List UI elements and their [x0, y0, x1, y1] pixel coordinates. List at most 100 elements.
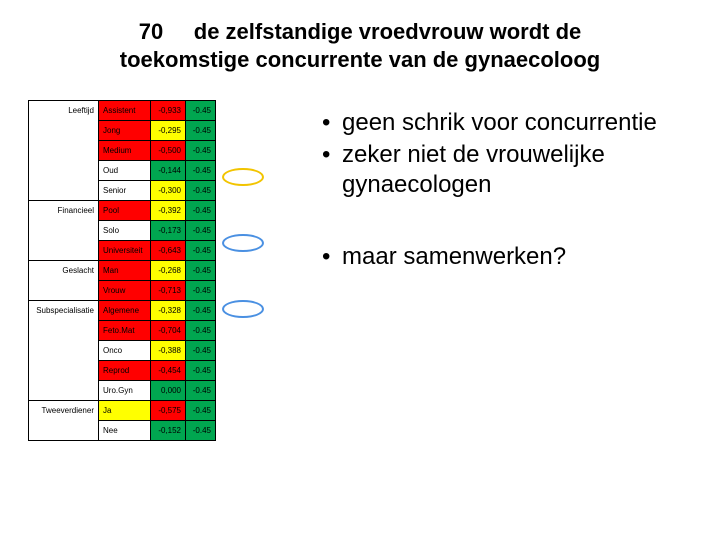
value2-cell: -0.45 [186, 121, 216, 141]
value1-cell: -0,575 [151, 401, 186, 421]
category-cell: Geslacht [29, 261, 99, 281]
slide-title: 70 de zelfstandige vroedvrouw wordt de t… [0, 18, 720, 73]
data-table: LeeftijdAssistent-0,933-0.45Jong-0,295-0… [28, 100, 216, 441]
bullet-item: geen schrik voor concurrentie [320, 108, 690, 138]
category-cell: Leeftijd [29, 101, 99, 121]
value2-cell: -0.45 [186, 241, 216, 261]
value2-cell: -0.45 [186, 301, 216, 321]
bullet-item: zeker niet de vrouwelijke gynaecologen [320, 140, 690, 200]
table-row: Vrouw-0,713-0.45 [29, 281, 216, 301]
label-cell: Vrouw [99, 281, 151, 301]
category-cell [29, 161, 99, 181]
category-cell [29, 361, 99, 381]
label-cell: Uro.Gyn [99, 381, 151, 401]
bullet-group-2: maar samenwerken? [320, 242, 690, 272]
callout-oval [222, 168, 264, 186]
table-row: Oud-0,144-0.45 [29, 161, 216, 181]
label-cell: Jong [99, 121, 151, 141]
callout-oval [222, 234, 264, 252]
value2-cell: -0.45 [186, 401, 216, 421]
value2-cell: -0.45 [186, 281, 216, 301]
value1-cell: -0,933 [151, 101, 186, 121]
title-line1: de zelfstandige vroedvrouw wordt de [194, 19, 582, 44]
table-row: Senior-0,300-0.45 [29, 181, 216, 201]
table-row: Reprod-0,454-0.45 [29, 361, 216, 381]
category-cell: Subspecialisatie [29, 301, 99, 321]
value1-cell: -0,144 [151, 161, 186, 181]
value2-cell: -0.45 [186, 101, 216, 121]
callout-ovals [220, 100, 280, 500]
value1-cell: -0,713 [151, 281, 186, 301]
label-cell: Oud [99, 161, 151, 181]
title-line2: toekomstige concurrente van de gynaecolo… [120, 47, 600, 72]
table-row: Feto.Mat-0,704-0.45 [29, 321, 216, 341]
category-cell [29, 141, 99, 161]
category-cell [29, 381, 99, 401]
category-cell: Tweeverdiener [29, 401, 99, 421]
value2-cell: -0.45 [186, 381, 216, 401]
table-row: Nee-0,152-0.45 [29, 421, 216, 441]
label-cell: Ja [99, 401, 151, 421]
data-table-container: LeeftijdAssistent-0,933-0.45Jong-0,295-0… [28, 100, 216, 441]
bullet-group-1: geen schrik voor concurrentiezeker niet … [320, 108, 690, 200]
value2-cell: -0.45 [186, 261, 216, 281]
bullet-item: maar samenwerken? [320, 242, 690, 272]
table-row: Solo-0,173-0.45 [29, 221, 216, 241]
value1-cell: -0,152 [151, 421, 186, 441]
value2-cell: -0.45 [186, 341, 216, 361]
value1-cell: -0,454 [151, 361, 186, 381]
value1-cell: -0,392 [151, 201, 186, 221]
value2-cell: -0.45 [186, 221, 216, 241]
label-cell: Man [99, 261, 151, 281]
category-cell [29, 241, 99, 261]
table-row: GeslachtMan-0,268-0.45 [29, 261, 216, 281]
table-row: TweeverdienerJa-0,575-0.45 [29, 401, 216, 421]
label-cell: Algemene [99, 301, 151, 321]
category-cell: Financieel [29, 201, 99, 221]
value2-cell: -0.45 [186, 421, 216, 441]
category-cell [29, 341, 99, 361]
value2-cell: -0.45 [186, 321, 216, 341]
table-row: Universiteit-0,643-0.45 [29, 241, 216, 261]
label-cell: Medium [99, 141, 151, 161]
table-row: Medium-0,500-0.45 [29, 141, 216, 161]
value1-cell: -0,328 [151, 301, 186, 321]
label-cell: Pool [99, 201, 151, 221]
label-cell: Nee [99, 421, 151, 441]
label-cell: Universiteit [99, 241, 151, 261]
value1-cell: -0,388 [151, 341, 186, 361]
value1-cell: -0,173 [151, 221, 186, 241]
table-row: LeeftijdAssistent-0,933-0.45 [29, 101, 216, 121]
title-number: 70 [139, 19, 163, 44]
table-row: Jong-0,295-0.45 [29, 121, 216, 141]
category-cell [29, 221, 99, 241]
label-cell: Onco [99, 341, 151, 361]
value2-cell: -0.45 [186, 161, 216, 181]
value2-cell: -0.45 [186, 141, 216, 161]
value2-cell: -0.45 [186, 201, 216, 221]
table-row: Uro.Gyn0,000-0.45 [29, 381, 216, 401]
table-row: FinancieelPool-0,392-0.45 [29, 201, 216, 221]
label-cell: Senior [99, 181, 151, 201]
value1-cell: 0,000 [151, 381, 186, 401]
category-cell [29, 281, 99, 301]
value1-cell: -0,268 [151, 261, 186, 281]
value2-cell: -0.45 [186, 361, 216, 381]
category-cell [29, 321, 99, 341]
value1-cell: -0,500 [151, 141, 186, 161]
category-cell [29, 421, 99, 441]
label-cell: Feto.Mat [99, 321, 151, 341]
bullet-list: geen schrik voor concurrentiezeker niet … [320, 108, 690, 274]
callout-oval [222, 300, 264, 318]
value1-cell: -0,643 [151, 241, 186, 261]
label-cell: Reprod [99, 361, 151, 381]
value1-cell: -0,300 [151, 181, 186, 201]
value2-cell: -0.45 [186, 181, 216, 201]
label-cell: Solo [99, 221, 151, 241]
table-row: Onco-0,388-0.45 [29, 341, 216, 361]
table-row: SubspecialisatieAlgemene-0,328-0.45 [29, 301, 216, 321]
value1-cell: -0,704 [151, 321, 186, 341]
category-cell [29, 121, 99, 141]
value1-cell: -0,295 [151, 121, 186, 141]
category-cell [29, 181, 99, 201]
